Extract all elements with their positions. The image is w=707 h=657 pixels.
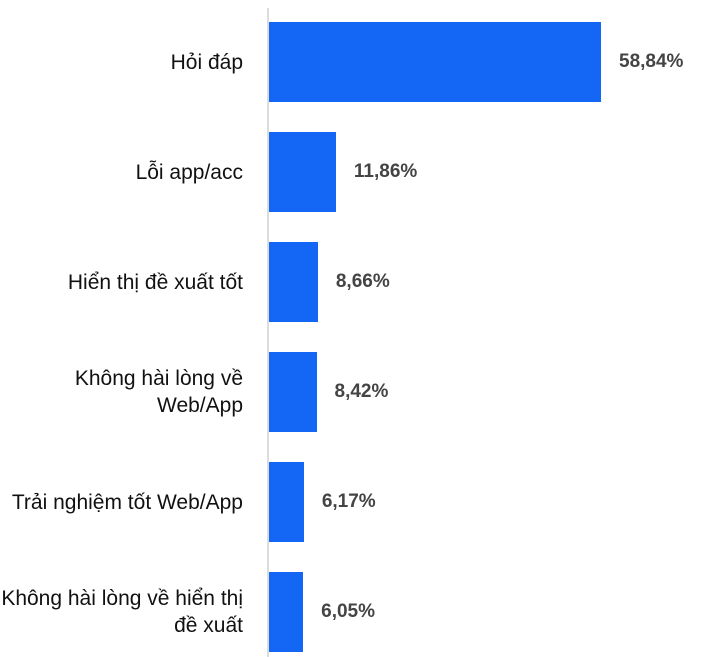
bar [269, 462, 304, 542]
category-label: Hiển thị đề xuất tốt [67, 270, 243, 294]
value-label: 6,17% [321, 491, 376, 512]
bar [269, 242, 318, 322]
category-label: Không hài lòng về hiển thị đề xuất [1, 587, 243, 637]
value-label: 11,86% [353, 161, 418, 182]
value-label: 58,84% [619, 51, 684, 72]
value-label: 8,42% [334, 381, 389, 402]
category-label: Hỏi đáp [170, 50, 243, 74]
category-label: Lỗi app/acc [135, 160, 243, 184]
bar [269, 572, 304, 652]
bar [269, 352, 317, 432]
category-label: Không hài lòng về Web/App [74, 367, 243, 417]
bar [269, 132, 336, 212]
value-label: 6,05% [321, 601, 375, 622]
bar [269, 22, 601, 102]
axis-line [267, 8, 269, 657]
category-label: Trải nghiệm tốt Web/App [11, 490, 243, 514]
value-label: 8,66% [335, 271, 390, 292]
